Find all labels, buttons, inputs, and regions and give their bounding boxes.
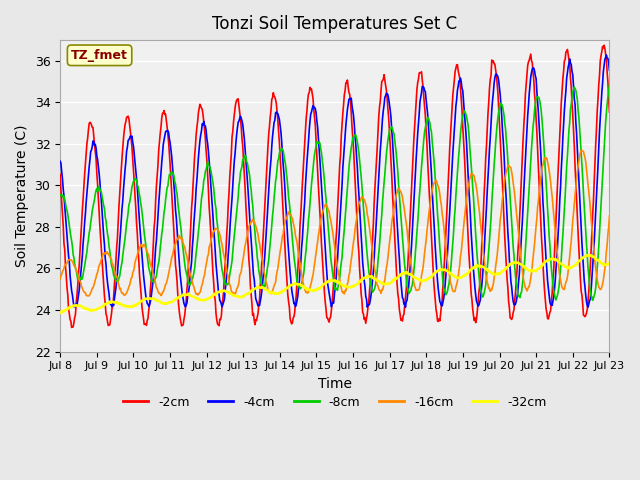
Legend: -2cm, -4cm, -8cm, -16cm, -32cm: -2cm, -4cm, -8cm, -16cm, -32cm xyxy=(118,391,552,414)
Title: Tonzi Soil Temperatures Set C: Tonzi Soil Temperatures Set C xyxy=(212,15,458,33)
Y-axis label: Soil Temperature (C): Soil Temperature (C) xyxy=(15,125,29,267)
Text: TZ_fmet: TZ_fmet xyxy=(71,49,128,62)
X-axis label: Time: Time xyxy=(318,377,352,391)
